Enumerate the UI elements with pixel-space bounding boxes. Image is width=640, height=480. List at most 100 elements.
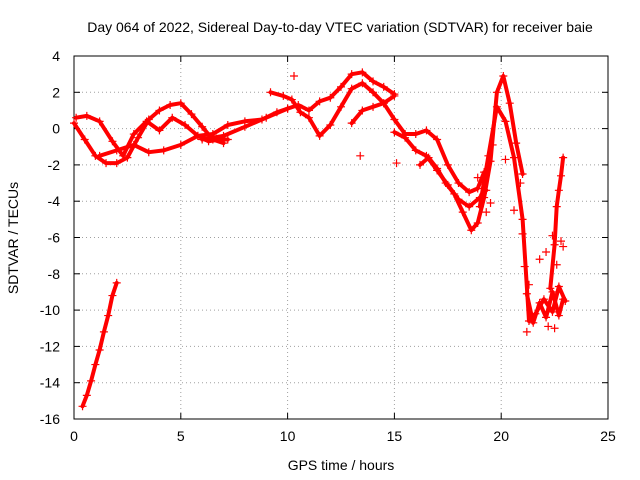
data-point (287, 95, 296, 104)
data-point (392, 159, 401, 168)
data-point (104, 311, 113, 320)
data-point (467, 226, 476, 235)
data-point (433, 164, 442, 173)
series-satellite-track-j (522, 287, 568, 327)
x-tick-label: 25 (600, 428, 616, 444)
data-point (80, 135, 89, 144)
x-tick-label: 0 (70, 428, 78, 444)
data-point (411, 130, 420, 139)
data-point (82, 391, 91, 400)
data-point (358, 106, 367, 115)
data-point (411, 146, 420, 155)
data-point (433, 135, 442, 144)
data-point (144, 148, 153, 157)
data-point (554, 311, 563, 320)
x-tick-label: 10 (280, 428, 296, 444)
data-point (465, 188, 474, 197)
data-point (176, 99, 185, 108)
data-point (422, 126, 431, 135)
data-point (554, 186, 563, 195)
data-point (91, 360, 100, 369)
data-point (159, 146, 168, 155)
data-point (559, 242, 568, 251)
data-point (544, 322, 553, 331)
y-tick-label: -14 (40, 375, 60, 391)
data-point (358, 79, 367, 88)
x-tick-label: 15 (387, 428, 403, 444)
data-point (326, 93, 335, 102)
data-point (129, 140, 138, 149)
data-point (554, 282, 563, 291)
data-point (304, 106, 313, 115)
y-axis-label: SDTVAR / TECUs (5, 182, 21, 294)
series-satellite-track-e (266, 79, 399, 140)
data-point (552, 260, 561, 269)
data-point (510, 206, 519, 215)
data-point (296, 108, 305, 117)
data-point (181, 120, 190, 129)
data-point (454, 179, 463, 188)
data-point (315, 131, 324, 140)
data-point (219, 131, 228, 140)
y-tick-label: -6 (48, 230, 61, 246)
plot-area (70, 68, 570, 411)
y-tick-label: -10 (40, 302, 60, 318)
data-point (266, 88, 275, 97)
chart-title: Day 064 of 2022, Sidereal Day-to-day VTE… (87, 19, 593, 35)
data-point (529, 318, 538, 327)
data-point (557, 171, 566, 180)
data-point (187, 110, 196, 119)
data-point (539, 295, 548, 304)
data-point (112, 278, 121, 287)
x-tick-label: 5 (177, 428, 185, 444)
data-point (557, 237, 566, 246)
data-point (168, 113, 177, 122)
y-tick-label: -16 (40, 411, 60, 427)
data-point (501, 117, 510, 126)
data-point (112, 146, 121, 155)
data-point (72, 113, 81, 122)
data-point (315, 97, 324, 106)
data-point (390, 91, 399, 100)
data-point (283, 104, 292, 113)
data-point (347, 84, 356, 93)
data-point (535, 255, 544, 264)
data-point (108, 291, 117, 300)
y-tick-label: 4 (52, 48, 60, 64)
data-point (516, 179, 525, 188)
data-point (390, 128, 399, 137)
series-line (349, 101, 487, 195)
data-point (166, 101, 175, 110)
data-point (223, 120, 232, 129)
data-point (518, 215, 527, 224)
data-point (369, 88, 378, 97)
data-point (240, 122, 249, 131)
y-tick-label: -8 (48, 266, 61, 282)
data-point (119, 151, 128, 160)
y-tick-label: -12 (40, 338, 60, 354)
data-point (95, 151, 104, 160)
data-point (369, 77, 378, 86)
data-point (510, 153, 519, 162)
data-point (488, 140, 497, 149)
data-point (518, 229, 527, 238)
data-point (550, 240, 559, 249)
data-point (518, 169, 527, 178)
data-point (337, 82, 345, 91)
data-point (522, 327, 531, 336)
data-point (279, 91, 288, 100)
data-point (134, 133, 143, 142)
data-point (176, 140, 185, 149)
data-point (82, 111, 91, 120)
data-point (450, 189, 459, 198)
data-point (492, 102, 501, 111)
data-point (559, 153, 568, 162)
data-point (99, 327, 108, 336)
data-point (337, 102, 345, 111)
data-point (347, 70, 356, 79)
data-point (112, 159, 121, 168)
series-satellite-track-l (78, 278, 121, 411)
series-satellite-track-h (416, 71, 527, 235)
data-point (546, 284, 555, 293)
data-point (486, 199, 495, 208)
